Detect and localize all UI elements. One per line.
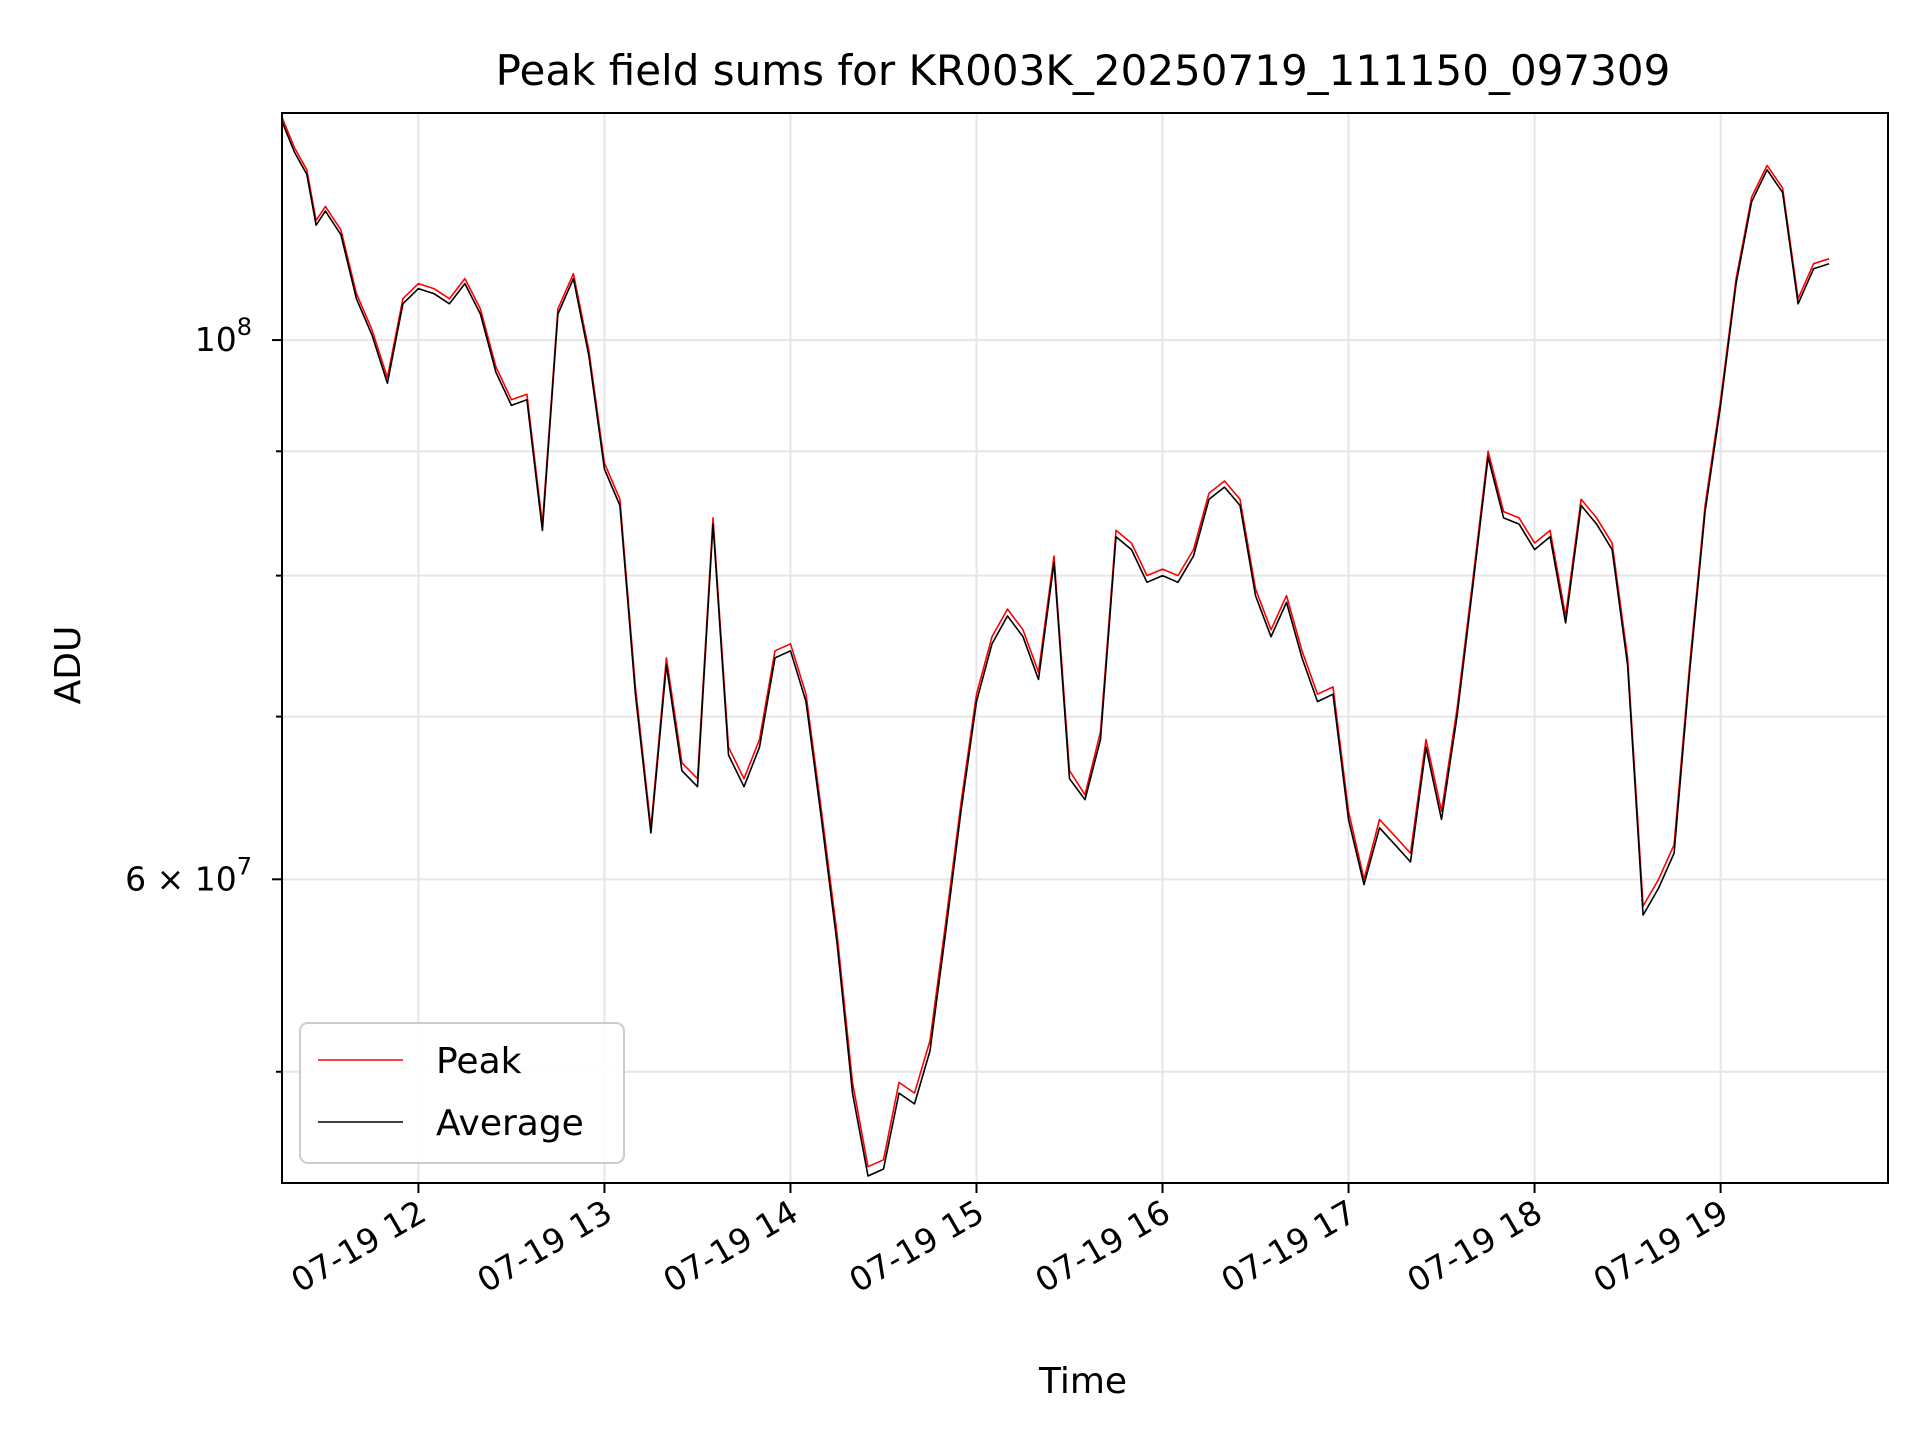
legend: Peak Average	[299, 1022, 625, 1164]
series-line-peak	[281, 116, 1830, 1168]
y-tick-label: 6 × 107	[125, 852, 252, 898]
x-axis-title: Time	[1038, 1361, 1127, 1402]
y-axis-ticks: 6 × 107 108	[125, 313, 282, 1073]
y-tick-label-exponent: 8	[237, 313, 252, 341]
legend-label-peak: Peak	[436, 1041, 522, 1082]
plot-frame	[281, 112, 1889, 1184]
y-axis-title: ADU	[48, 626, 89, 705]
y-tick-label-base: 10	[195, 320, 237, 359]
gridlines	[282, 113, 1888, 1183]
legend-box	[299, 1022, 625, 1164]
legend-label-average: Average	[436, 1103, 584, 1144]
y-tick-label: 108	[195, 313, 252, 359]
chart-title: Peak field sums for KR003K_20250719_1111…	[496, 46, 1671, 95]
y-tick-label-base: 6 × 10	[125, 859, 237, 898]
series-lines	[281, 116, 1830, 1177]
y-tick-label-exponent: 7	[237, 852, 252, 880]
series-line-average	[281, 121, 1830, 1177]
